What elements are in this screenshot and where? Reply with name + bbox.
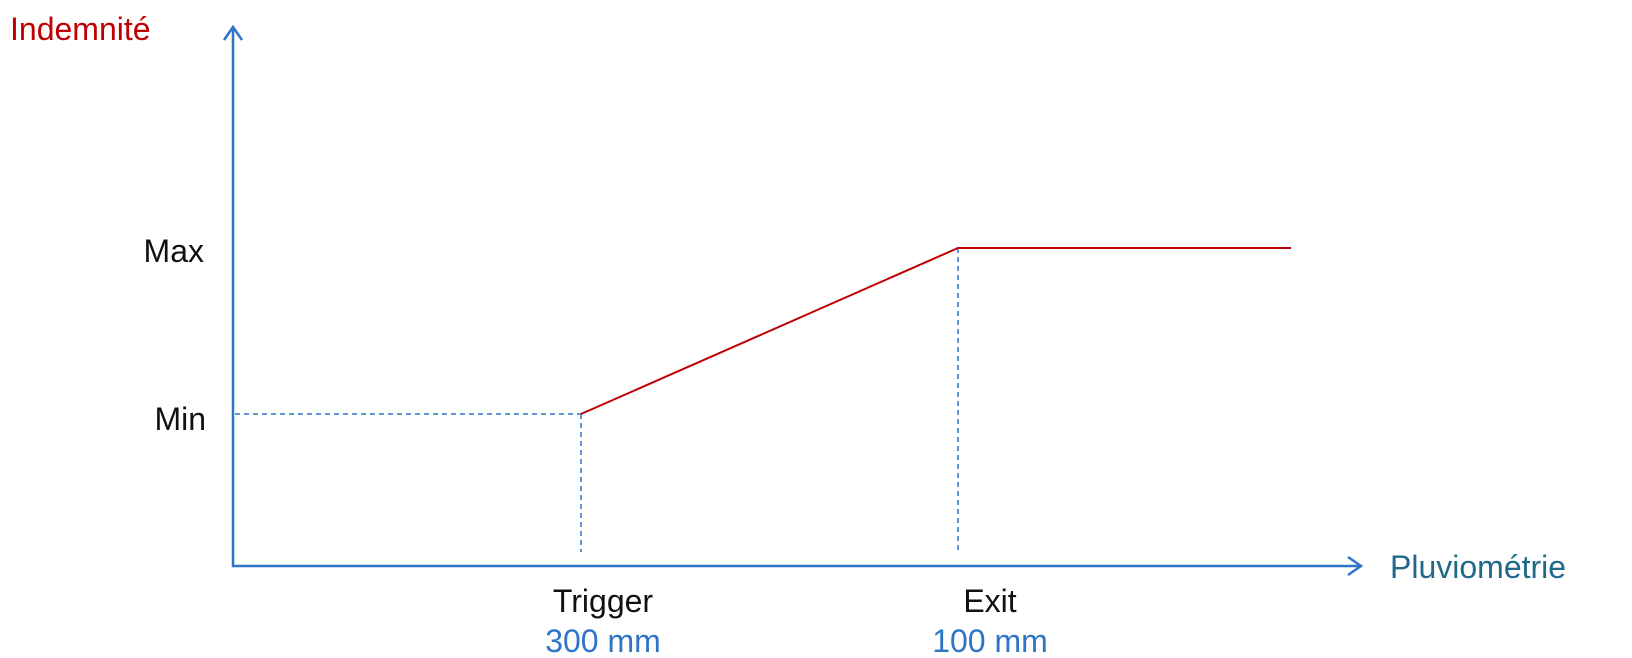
x-axis-title: Pluviométrie xyxy=(1390,549,1566,585)
max-level-label: Max xyxy=(144,233,204,269)
x-axis-arrowhead xyxy=(1347,555,1364,577)
trigger-value: 300 mm xyxy=(545,623,661,658)
exit-label: Exit xyxy=(963,583,1016,619)
trigger-label: Trigger xyxy=(553,583,654,619)
min-level-label: Min xyxy=(154,401,206,437)
y-axis-arrowhead xyxy=(222,24,244,41)
exit-value: 100 mm xyxy=(932,623,1048,658)
y-axis-title: Indemnité xyxy=(10,11,151,47)
payout-curve xyxy=(580,247,1291,415)
